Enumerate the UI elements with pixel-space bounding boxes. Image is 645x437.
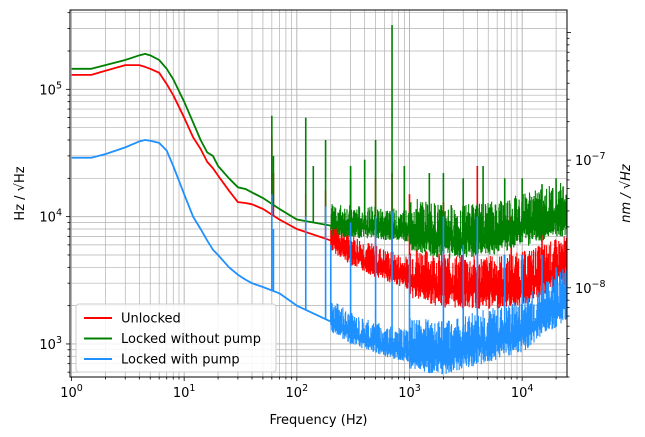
x-tick-label: 101: [173, 383, 196, 401]
y-axis-label-right: nm / √Hz: [619, 163, 634, 223]
y-tick-label-left: 104: [39, 208, 62, 226]
legend-box: [75, 303, 277, 373]
x-tick-label: 103: [398, 383, 421, 401]
x-axis-label: Frequency (Hz): [269, 413, 367, 428]
y-tick-label-left: 105: [39, 80, 62, 98]
x-tick-label: 104: [511, 383, 534, 401]
series-2: [71, 139, 568, 375]
ticks: 100 101 102 103 104 103 104 105 10−8 10−7: [39, 12, 606, 401]
x-tick-label: 100: [60, 383, 83, 401]
series-1: [71, 25, 568, 259]
x-tick-label: 102: [286, 383, 309, 401]
plot-frame: [69, 9, 568, 378]
legend-entry: Locked without pump: [121, 332, 261, 347]
series-noise: [330, 182, 568, 259]
legend-entry: Unlocked: [121, 312, 181, 327]
y-tick-label-left: 103: [39, 335, 62, 353]
legend-entry: Locked with pump: [121, 353, 240, 368]
y-axis-label-left: Hz / √Hz: [13, 166, 28, 220]
legend: Unlocked Locked without pump Locked with p…: [75, 303, 277, 373]
y-tick-label-right: 10−7: [575, 151, 606, 169]
series-layer: [71, 25, 568, 375]
y-tick-label-right: 10−8: [575, 279, 606, 297]
axes: [69, 9, 568, 378]
